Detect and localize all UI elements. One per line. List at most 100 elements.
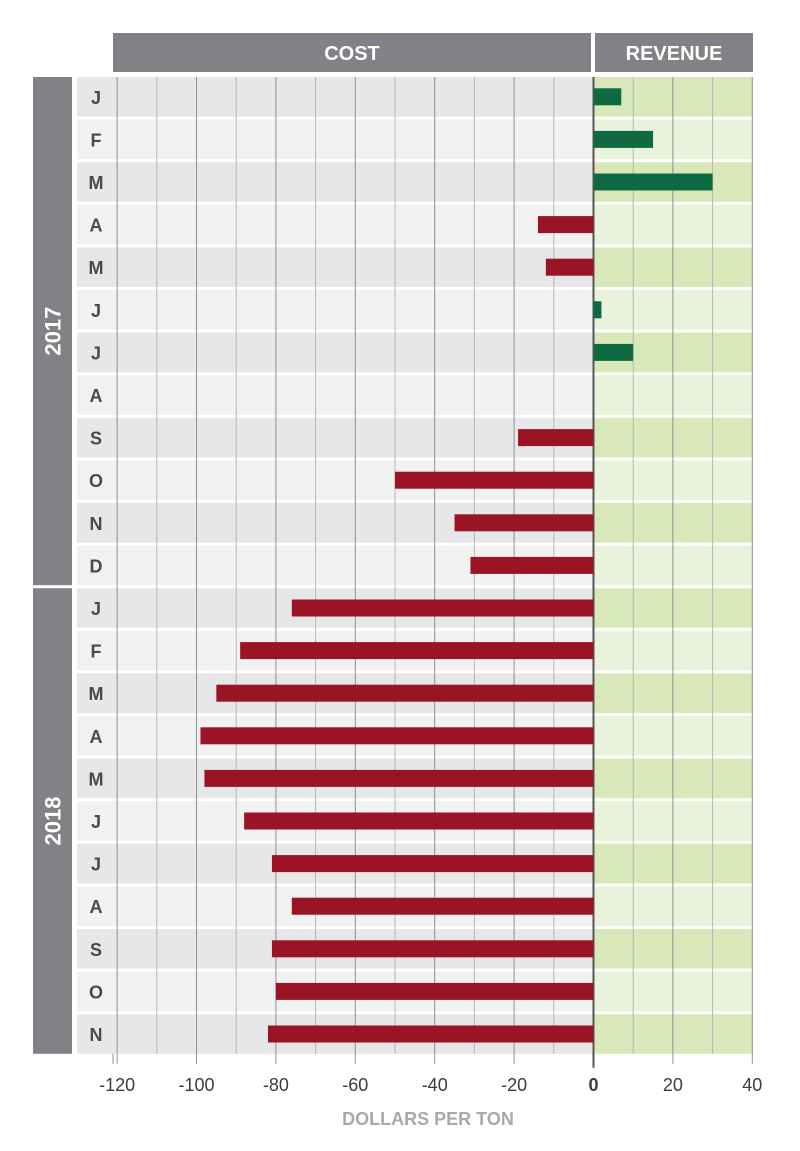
revenue-bar (593, 343, 634, 361)
month-cell-bg (77, 971, 113, 1012)
revenue-header-label: REVENUE (626, 43, 723, 65)
month-label: M (89, 258, 104, 278)
month-cell-bg (77, 375, 113, 415)
month-label: N (90, 514, 103, 534)
month-cell-bg (77, 886, 113, 926)
month-label: J (91, 88, 101, 108)
month-cell-bg (77, 417, 113, 458)
year-group-box (33, 588, 72, 1054)
month-label: S (90, 429, 102, 449)
cost-bar (271, 855, 594, 873)
month-cell-bg (77, 247, 113, 287)
month-label: O (89, 982, 103, 1002)
month-label: D (90, 556, 103, 576)
x-tick-label: -100 (178, 1075, 214, 1095)
cost-bar (470, 556, 594, 574)
cost-row-bg (113, 119, 594, 160)
cost-bar (275, 982, 594, 1000)
month-label: A (90, 727, 103, 747)
x-tick-labels: -120 -100 -80 -60 -40 -20 0 20 40 (99, 1075, 762, 1095)
x-tick-label: -80 (263, 1075, 289, 1095)
cost-bar (291, 897, 594, 915)
month-label: N (90, 1025, 103, 1045)
month-cell-bg (77, 630, 113, 671)
revenue-bar (593, 173, 713, 191)
year-groups: 2017 2018 (33, 77, 72, 1054)
month-cell-bg (77, 290, 113, 330)
month-label: A (90, 897, 103, 917)
cost-bar (216, 684, 594, 702)
cost-bar (200, 727, 594, 745)
revenue-header-box (595, 33, 753, 72)
cost-row-bg (113, 247, 594, 287)
cost-bar (537, 216, 594, 234)
month-cell-bg (77, 460, 113, 500)
month-cell-bg (77, 929, 113, 969)
month-cell-bg (77, 758, 113, 799)
month-label: A (90, 216, 103, 236)
cost-bar (240, 642, 594, 660)
x-tick-label: -40 (422, 1075, 448, 1095)
cost-row-bg (113, 77, 594, 117)
month-label: J (91, 301, 101, 321)
month-label: M (89, 684, 104, 704)
month-cell-bg (77, 801, 113, 841)
cost-bar (518, 429, 594, 447)
month-cell-bg (77, 673, 113, 713)
month-cell-bg (77, 716, 113, 756)
x-axis-label: DOLLARS PER TON (342, 1109, 514, 1129)
month-cell-bg (77, 1014, 113, 1054)
month-label: F (91, 130, 102, 150)
month-cell-bg (77, 119, 113, 160)
month-label: O (89, 471, 103, 491)
cost-bar (204, 769, 594, 787)
month-label: M (89, 769, 104, 789)
cost-bar (267, 1025, 594, 1043)
x-tick-label: -60 (342, 1075, 368, 1095)
year-group-box (33, 77, 72, 586)
month-label: J (91, 343, 101, 363)
cost-header-box (113, 33, 591, 72)
cost-row-bg (113, 332, 594, 373)
month-label: S (90, 940, 102, 960)
bars (200, 88, 713, 1043)
month-label: F (91, 642, 102, 662)
month-cell-bg (77, 503, 113, 543)
cost-bar (454, 514, 594, 532)
cost-bar (395, 471, 594, 489)
month-label: A (90, 386, 103, 406)
month-label: J (91, 855, 101, 875)
revenue-bar (593, 301, 602, 319)
month-cell-bg (77, 588, 113, 628)
x-tick-label: -120 (99, 1075, 135, 1095)
x-tick-label: -20 (501, 1075, 527, 1095)
year-label: 2018 (41, 797, 66, 846)
x-tick-label: 0 (588, 1075, 598, 1095)
cost-bar (545, 258, 594, 276)
revenue-bar (593, 88, 622, 106)
cost-bar (244, 812, 594, 830)
x-tick-label: 20 (663, 1075, 683, 1095)
month-label: J (91, 599, 101, 619)
month-label: M (89, 173, 104, 193)
year-label: 2017 (41, 307, 66, 356)
cost-row-bg (113, 162, 594, 202)
cost-row-bg (113, 290, 594, 330)
cost-header-label: COST (324, 43, 380, 65)
cost-row-bg (113, 417, 594, 458)
month-labels: J F M A M J J A S O N D J F M A M J J A S O N (89, 88, 104, 1045)
revenue-bar (593, 130, 654, 148)
month-cell-bg (77, 162, 113, 202)
month-cell-bg (77, 332, 113, 373)
month-cell-bg (77, 545, 113, 586)
month-label: J (91, 812, 101, 832)
x-tick-label: 40 (742, 1075, 762, 1095)
month-cell-bg (77, 843, 113, 884)
cost-bar (291, 599, 594, 617)
cost-bar (271, 940, 594, 958)
cost-row-bg (113, 204, 594, 245)
month-cell-bg (77, 204, 113, 245)
cost-row-bg (113, 375, 594, 415)
month-cell-bg (77, 77, 113, 117)
